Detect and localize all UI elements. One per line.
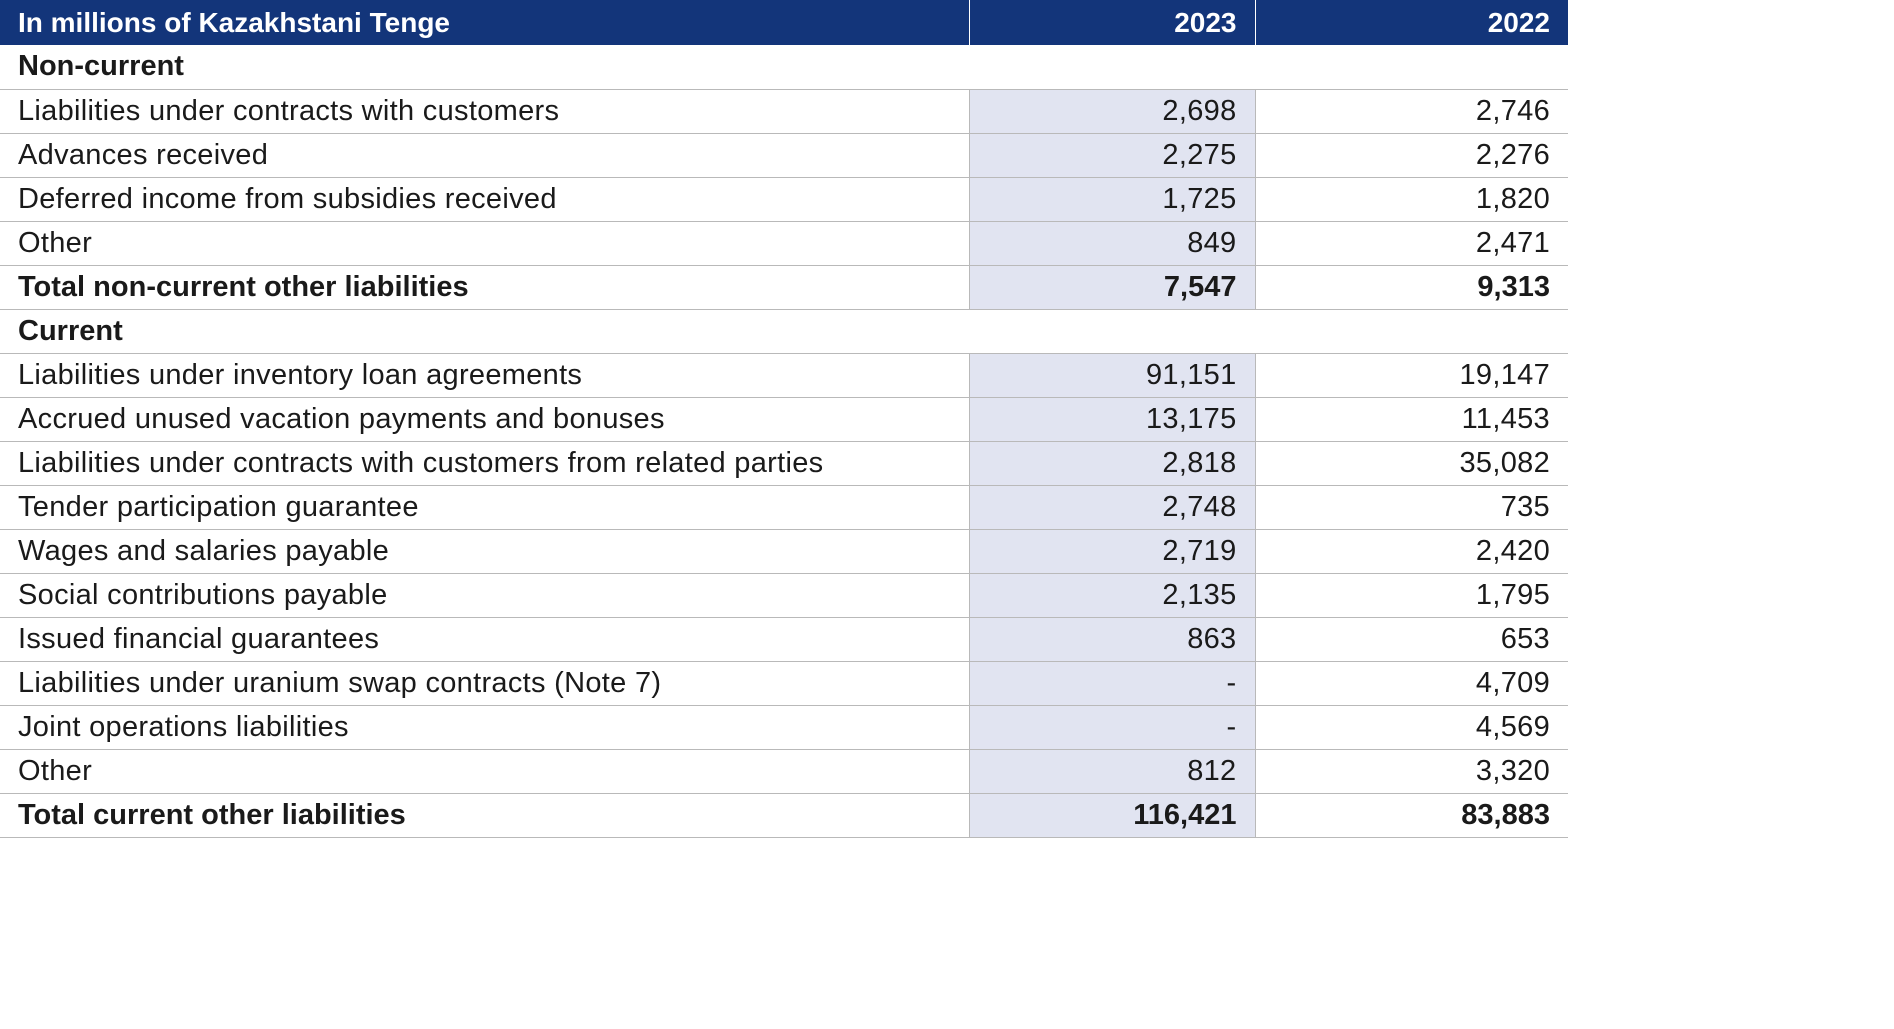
value-2023: 2,135	[968, 573, 1256, 618]
row-label: Liabilities under contracts with custome…	[0, 441, 969, 486]
value-2022: 4,709	[1255, 661, 1568, 706]
value-2023: 2,698	[968, 89, 1256, 134]
table-row: Tender participation guarantee 2,748 735	[0, 485, 1568, 530]
value-2022: 11,453	[1255, 397, 1568, 442]
value-2023: 13,175	[968, 397, 1256, 442]
value-2022: 2,746	[1255, 89, 1568, 134]
table-header: In millions of Kazakhstani Tenge 2023 20…	[0, 0, 1568, 45]
table-row: Liabilities under inventory loan agreeme…	[0, 353, 1568, 398]
value-2023: 849	[968, 221, 1256, 266]
value-2023: 2,275	[968, 133, 1256, 178]
value-2022: 3,320	[1255, 749, 1568, 794]
row-label: Wages and salaries payable	[0, 529, 969, 574]
value-2022: 2,420	[1255, 529, 1568, 574]
value-2023: 2,748	[968, 485, 1256, 530]
value-2022: 1,820	[1255, 177, 1568, 222]
table-row: Issued financial guarantees 863 653	[0, 617, 1568, 662]
row-label: Liabilities under contracts with custome…	[0, 89, 969, 134]
table-body: Non-current Liabilities under contracts w…	[0, 45, 1568, 838]
value-2023	[969, 309, 1255, 354]
row-label: Deferred income from subsidies received	[0, 177, 969, 222]
other-liabilities-table: In millions of Kazakhstani Tenge 2023 20…	[0, 0, 1568, 838]
table-row: Liabilities under contracts with custome…	[0, 441, 1568, 486]
value-2023: 91,151	[968, 353, 1256, 398]
table-row: Deferred income from subsidies received 1…	[0, 177, 1568, 222]
table-row: Advances received 2,275 2,276	[0, 133, 1568, 178]
value-2022: 2,471	[1255, 221, 1568, 266]
row-label: Liabilities under uranium swap contracts…	[0, 661, 969, 706]
value-2023: 7,547	[968, 265, 1256, 310]
table-row: Social contributions payable 2,135 1,795	[0, 573, 1568, 618]
section-row: Current	[0, 309, 1568, 354]
row-label: Social contributions payable	[0, 573, 969, 618]
value-2023: 863	[968, 617, 1256, 662]
header-label: In millions of Kazakhstani Tenge	[0, 0, 969, 45]
value-2023: 812	[968, 749, 1256, 794]
section-row: Non-current	[0, 45, 1568, 90]
row-label: Tender participation guarantee	[0, 485, 969, 530]
value-2022: 35,082	[1255, 441, 1568, 486]
table-row: Liabilities under contracts with custome…	[0, 89, 1568, 134]
row-label: Liabilities under inventory loan agreeme…	[0, 353, 969, 398]
value-2022: 9,313	[1255, 265, 1568, 310]
value-2022: 653	[1255, 617, 1568, 662]
table-row: Other 849 2,471	[0, 221, 1568, 266]
row-label: Other	[0, 221, 969, 266]
table-row: Liabilities under uranium swap contracts…	[0, 661, 1568, 706]
value-2022: 4,569	[1255, 705, 1568, 750]
table-row: Wages and salaries payable 2,719 2,420	[0, 529, 1568, 574]
value-2022	[1255, 45, 1568, 90]
value-2022: 735	[1255, 485, 1568, 530]
row-label: Joint operations liabilities	[0, 705, 969, 750]
value-2022: 19,147	[1255, 353, 1568, 398]
value-2023: 2,719	[968, 529, 1256, 574]
row-label: Accrued unused vacation payments and bon…	[0, 397, 969, 442]
total-row: Total current other liabilities 116,421 83…	[0, 793, 1568, 838]
table-row: Accrued unused vacation payments and bon…	[0, 397, 1568, 442]
table-row: Joint operations liabilities -4,569	[0, 705, 1568, 750]
value-2022: 2,276	[1255, 133, 1568, 178]
value-2023: 116,421	[968, 793, 1256, 838]
row-label: Total current other liabilities	[0, 793, 969, 838]
row-label: Non-current	[0, 45, 969, 90]
value-2023: -	[968, 705, 1256, 750]
row-label: Current	[0, 309, 969, 354]
value-2023	[969, 45, 1255, 90]
row-label: Other	[0, 749, 969, 794]
header-year-2023: 2023	[968, 0, 1255, 45]
value-2022	[1255, 309, 1568, 354]
row-label: Total non-current other liabilities	[0, 265, 969, 310]
row-label: Advances received	[0, 133, 969, 178]
value-2023: 2,818	[968, 441, 1256, 486]
row-label: Issued financial guarantees	[0, 617, 969, 662]
value-2023: 1,725	[968, 177, 1256, 222]
table-row: Other 812 3,320	[0, 749, 1568, 794]
value-2023: -	[968, 661, 1256, 706]
value-2022: 83,883	[1255, 793, 1568, 838]
total-row: Total non-current other liabilities 7,547…	[0, 265, 1568, 310]
value-2022: 1,795	[1255, 573, 1568, 618]
header-year-2022: 2022	[1254, 0, 1568, 45]
